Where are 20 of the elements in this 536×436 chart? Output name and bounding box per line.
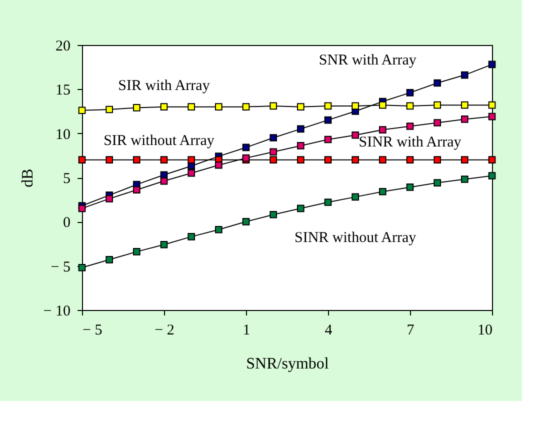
y-tick-label: 15 <box>56 82 70 99</box>
series-label: SIR with Array <box>118 78 210 94</box>
x-tick-label: − 2 <box>154 322 174 338</box>
y-axis-title: dB <box>19 168 36 188</box>
x-tick-label: 7 <box>406 322 415 338</box>
y-tick-label: − 10 <box>43 304 70 320</box>
y-tick-label: 10 <box>56 126 70 143</box>
series-label: SINR with Array <box>358 134 462 150</box>
x-tick-label: 4 <box>324 322 333 338</box>
x-tick-label: 10 <box>478 322 492 338</box>
series-label: SNR with Array <box>318 52 417 69</box>
y-tick-label: 5 <box>63 171 70 187</box>
series-label: SINR without Array <box>294 230 417 246</box>
x-axis-title: SNR/symbol <box>246 356 330 372</box>
y-tick-label: 0 <box>63 215 70 232</box>
x-tick-label: 1 <box>242 322 250 338</box>
y-tick-label: 20 <box>56 38 70 54</box>
y-tick-label: − 5 <box>50 259 70 276</box>
x-tick-label: − 5 <box>82 322 102 338</box>
series-label: SIR without Array <box>104 132 215 149</box>
